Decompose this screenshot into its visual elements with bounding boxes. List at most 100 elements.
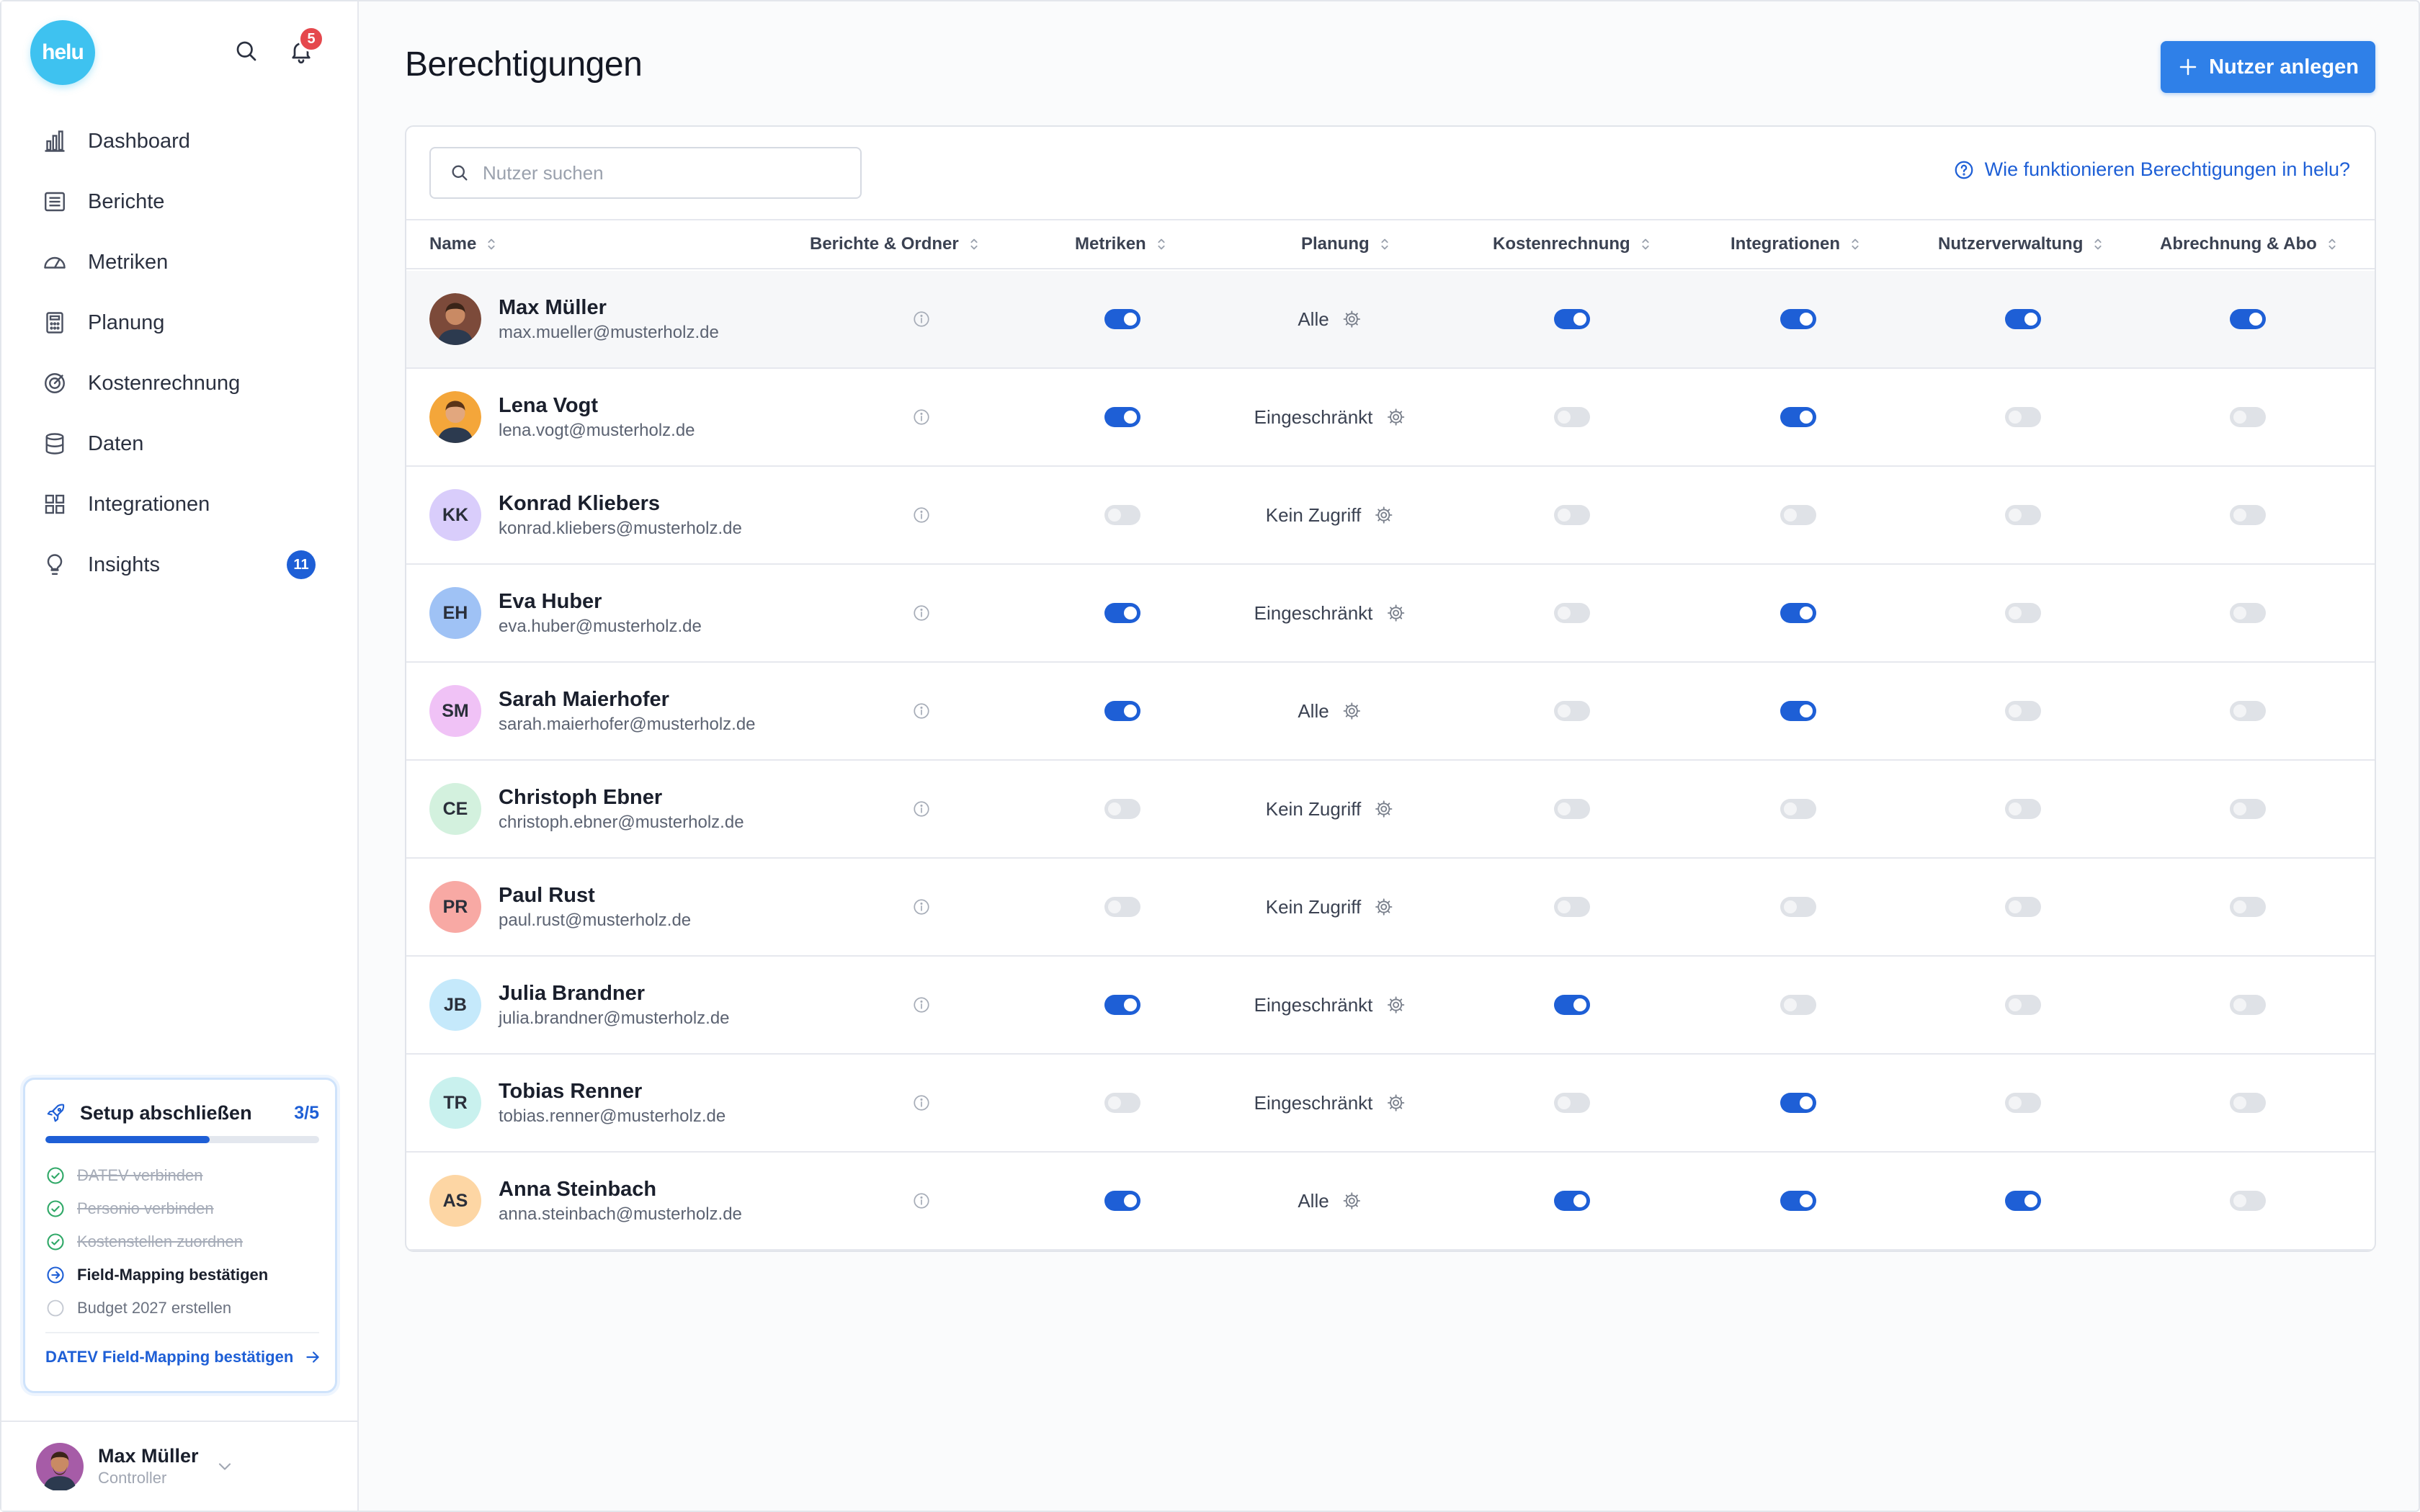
setup-step-datev[interactable]: DATEV verbinden <box>45 1159 319 1192</box>
nutzerverwaltung-toggle[interactable] <box>2005 897 2041 917</box>
sidebar-item-daten[interactable]: Daten <box>23 413 337 474</box>
gear-icon[interactable] <box>1342 701 1362 721</box>
gear-icon[interactable] <box>1374 897 1394 917</box>
gear-icon[interactable] <box>1385 603 1406 623</box>
metriken-toggle[interactable] <box>1104 995 1140 1015</box>
kostenrechnung-toggle[interactable] <box>1554 995 1590 1015</box>
info-icon[interactable] <box>912 408 931 426</box>
nutzerverwaltung-toggle[interactable] <box>2005 995 2041 1015</box>
kostenrechnung-toggle[interactable] <box>1554 407 1590 427</box>
abrechnung-toggle[interactable] <box>2230 505 2266 525</box>
table-row[interactable]: KK Konrad Kliebers konrad.kliebers@musterh… <box>406 467 2375 565</box>
nutzerverwaltung-toggle[interactable] <box>2005 603 2041 623</box>
abrechnung-toggle[interactable] <box>2230 897 2266 917</box>
column-header[interactable]: Kostenrechnung <box>1493 220 1653 268</box>
sidebar-item-insights[interactable]: Insights 11 <box>23 534 337 595</box>
user-search-field[interactable] <box>429 147 862 199</box>
integrationen-toggle[interactable] <box>1780 603 1816 623</box>
sidebar-item-integrationen[interactable]: Integrationen <box>23 474 337 534</box>
gear-icon[interactable] <box>1374 505 1394 525</box>
integrationen-toggle[interactable] <box>1780 1093 1816 1113</box>
abrechnung-toggle[interactable] <box>2230 701 2266 721</box>
info-icon[interactable] <box>912 898 931 916</box>
kostenrechnung-toggle[interactable] <box>1554 505 1590 525</box>
add-user-button[interactable]: Nutzer anlegen <box>2161 41 2375 93</box>
planung-cell[interactable]: Kein Zugriff <box>1266 859 1394 955</box>
planung-cell[interactable]: Eingeschränkt <box>1254 369 1406 465</box>
metriken-toggle[interactable] <box>1104 603 1140 623</box>
abrechnung-toggle[interactable] <box>2230 1191 2266 1211</box>
integrationen-toggle[interactable] <box>1780 995 1816 1015</box>
table-row[interactable]: EH Eva Huber eva.huber@musterholz.de Einges… <box>406 565 2375 663</box>
setup-step-personio[interactable]: Personio verbinden <box>45 1192 319 1225</box>
nutzerverwaltung-toggle[interactable] <box>2005 1093 2041 1113</box>
setup-step-kostenstellen[interactable]: Kostenstellen zuordnen <box>45 1225 319 1258</box>
info-icon[interactable] <box>912 1191 931 1210</box>
planung-cell[interactable]: Alle <box>1298 1153 1362 1249</box>
integrationen-toggle[interactable] <box>1780 505 1816 525</box>
column-header[interactable]: Planung <box>1301 220 1393 268</box>
gear-icon[interactable] <box>1385 995 1406 1015</box>
column-header[interactable]: Berichte & Ordner <box>810 220 982 268</box>
gear-icon[interactable] <box>1385 1093 1406 1113</box>
metriken-toggle[interactable] <box>1104 505 1140 525</box>
kostenrechnung-toggle[interactable] <box>1554 897 1590 917</box>
planung-cell[interactable]: Alle <box>1298 663 1362 759</box>
search-input[interactable] <box>483 161 843 184</box>
setup-step-field-mapping[interactable]: Field-Mapping bestätigen <box>45 1258 319 1292</box>
planung-cell[interactable]: Kein Zugriff <box>1266 467 1394 563</box>
planung-cell[interactable]: Alle <box>1298 271 1362 367</box>
sidebar-item-planung[interactable]: Planung <box>23 292 337 353</box>
column-header[interactable]: Integrationen <box>1731 220 1863 268</box>
column-header[interactable]: Name <box>429 220 499 268</box>
gear-icon[interactable] <box>1374 799 1394 819</box>
abrechnung-toggle[interactable] <box>2230 407 2266 427</box>
info-icon[interactable] <box>912 702 931 720</box>
abrechnung-toggle[interactable] <box>2230 309 2266 329</box>
abrechnung-toggle[interactable] <box>2230 799 2266 819</box>
nutzerverwaltung-toggle[interactable] <box>2005 309 2041 329</box>
sidebar-item-berichte[interactable]: Berichte <box>23 171 337 232</box>
table-row[interactable]: PR Paul Rust paul.rust@musterholz.de Kein Z… <box>406 859 2375 957</box>
gear-icon[interactable] <box>1385 407 1406 427</box>
table-row[interactable]: TR Tobias Renner tobias.renner@musterholz.… <box>406 1055 2375 1153</box>
table-row[interactable]: CE Christoph Ebner christoph.ebner@musterh… <box>406 761 2375 859</box>
info-icon[interactable] <box>912 996 931 1014</box>
integrationen-toggle[interactable] <box>1780 1191 1816 1211</box>
search-icon[interactable] <box>231 35 262 67</box>
table-row[interactable]: JB Julia Brandner julia.brandner@musterhol… <box>406 957 2375 1055</box>
metriken-toggle[interactable] <box>1104 309 1140 329</box>
column-header[interactable]: Nutzerverwaltung <box>1938 220 2106 268</box>
info-icon[interactable] <box>912 1093 931 1112</box>
integrationen-toggle[interactable] <box>1780 897 1816 917</box>
planung-cell[interactable]: Eingeschränkt <box>1254 1055 1406 1151</box>
planung-cell[interactable]: Eingeschränkt <box>1254 565 1406 661</box>
nutzerverwaltung-toggle[interactable] <box>2005 1191 2041 1211</box>
abrechnung-toggle[interactable] <box>2230 995 2266 1015</box>
nutzerverwaltung-toggle[interactable] <box>2005 799 2041 819</box>
datev-field-mapping-link[interactable]: DATEV Field-Mapping bestätigen <box>45 1348 322 1366</box>
metriken-toggle[interactable] <box>1104 1093 1140 1113</box>
user-profile-menu[interactable]: Max Müller Controller <box>1 1421 357 1511</box>
metriken-toggle[interactable] <box>1104 407 1140 427</box>
table-row[interactable]: AS Anna Steinbach anna.steinbach@musterhol… <box>406 1153 2375 1251</box>
column-header[interactable]: Metriken <box>1075 220 1169 268</box>
info-icon[interactable] <box>912 310 931 328</box>
table-row[interactable]: Lena Vogt lena.vogt@musterholz.de Eingesch… <box>406 369 2375 467</box>
kostenrechnung-toggle[interactable] <box>1554 701 1590 721</box>
nutzerverwaltung-toggle[interactable] <box>2005 505 2041 525</box>
helu-logo[interactable]: helu <box>30 20 95 85</box>
help-link[interactable]: Wie funktionieren Berechtigungen in helu… <box>1953 158 2350 181</box>
integrationen-toggle[interactable] <box>1780 309 1816 329</box>
table-row[interactable]: SM Sarah Maierhofer sarah.maierhofer@muste… <box>406 663 2375 761</box>
integrationen-toggle[interactable] <box>1780 407 1816 427</box>
metriken-toggle[interactable] <box>1104 799 1140 819</box>
abrechnung-toggle[interactable] <box>2230 603 2266 623</box>
gear-icon[interactable] <box>1342 309 1362 329</box>
info-icon[interactable] <box>912 506 931 524</box>
gear-icon[interactable] <box>1342 1191 1362 1211</box>
info-icon[interactable] <box>912 800 931 818</box>
nutzerverwaltung-toggle[interactable] <box>2005 701 2041 721</box>
abrechnung-toggle[interactable] <box>2230 1093 2266 1113</box>
sidebar-item-kostenrechnung[interactable]: Kostenrechnung <box>23 353 337 413</box>
